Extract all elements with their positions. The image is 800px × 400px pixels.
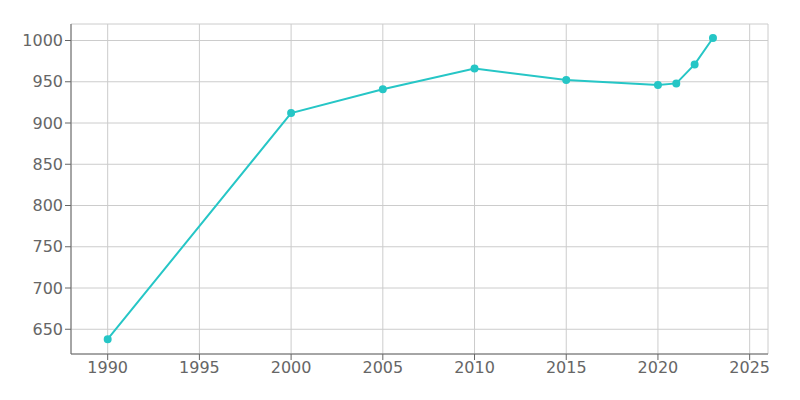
svg-text:2010: 2010 — [454, 358, 495, 377]
svg-text:900: 900 — [32, 114, 63, 133]
svg-text:950: 950 — [32, 72, 63, 91]
svg-text:1000: 1000 — [22, 31, 63, 50]
svg-text:1995: 1995 — [179, 358, 220, 377]
svg-text:2020: 2020 — [638, 358, 679, 377]
svg-text:2015: 2015 — [546, 358, 587, 377]
svg-text:750: 750 — [32, 237, 63, 256]
svg-text:700: 700 — [32, 279, 63, 298]
svg-text:2005: 2005 — [362, 358, 403, 377]
svg-text:2025: 2025 — [729, 358, 770, 377]
svg-text:2000: 2000 — [271, 358, 312, 377]
svg-text:800: 800 — [32, 196, 63, 215]
svg-text:1990: 1990 — [87, 358, 128, 377]
svg-text:850: 850 — [32, 155, 63, 174]
svg-text:650: 650 — [32, 320, 63, 339]
